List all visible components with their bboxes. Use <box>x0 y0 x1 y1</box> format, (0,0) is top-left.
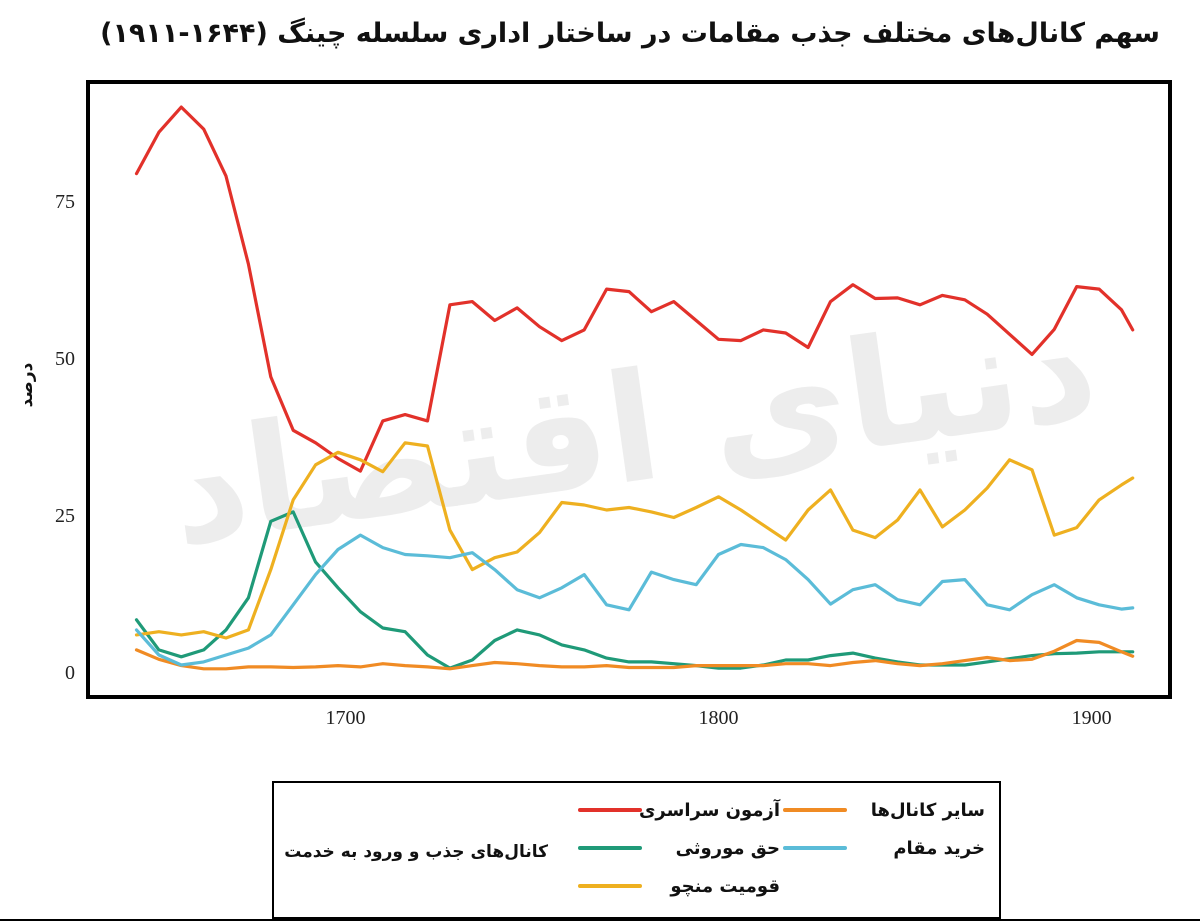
y-tick-label: 75 <box>55 191 75 213</box>
series-line <box>134 638 1135 671</box>
legend-label: خرید مقام <box>893 838 985 859</box>
legend-box <box>272 781 1001 919</box>
series-line <box>134 441 1135 640</box>
y-tick-label: 50 <box>55 348 75 370</box>
series-line <box>134 533 1135 667</box>
legend-label: آزمون سراسری <box>639 798 781 821</box>
x-tick-label: 1700 <box>325 707 365 729</box>
series-line <box>134 105 1135 473</box>
x-tick-label: 1900 <box>1072 707 1112 729</box>
y-tick-label: 0 <box>65 662 75 684</box>
legend-label: قومیت منچو <box>669 876 780 897</box>
plot-frame <box>86 80 1172 699</box>
y-axis-label: درصد <box>17 362 37 407</box>
legend-label: سایر کانال‌ها <box>871 800 985 821</box>
watermark: دنیای اقتصاد <box>159 278 1107 580</box>
x-tick-label: 1800 <box>699 707 739 729</box>
chart-title: سهم کانال‌های مختلف جذب مقامات در ساختار… <box>100 17 1160 49</box>
legend-title: کانال‌های جذب و ورود به خدمت <box>284 842 548 862</box>
legend-label: حق موروثی <box>676 838 780 859</box>
y-tick-label: 25 <box>55 505 75 527</box>
series-line <box>134 510 1135 670</box>
